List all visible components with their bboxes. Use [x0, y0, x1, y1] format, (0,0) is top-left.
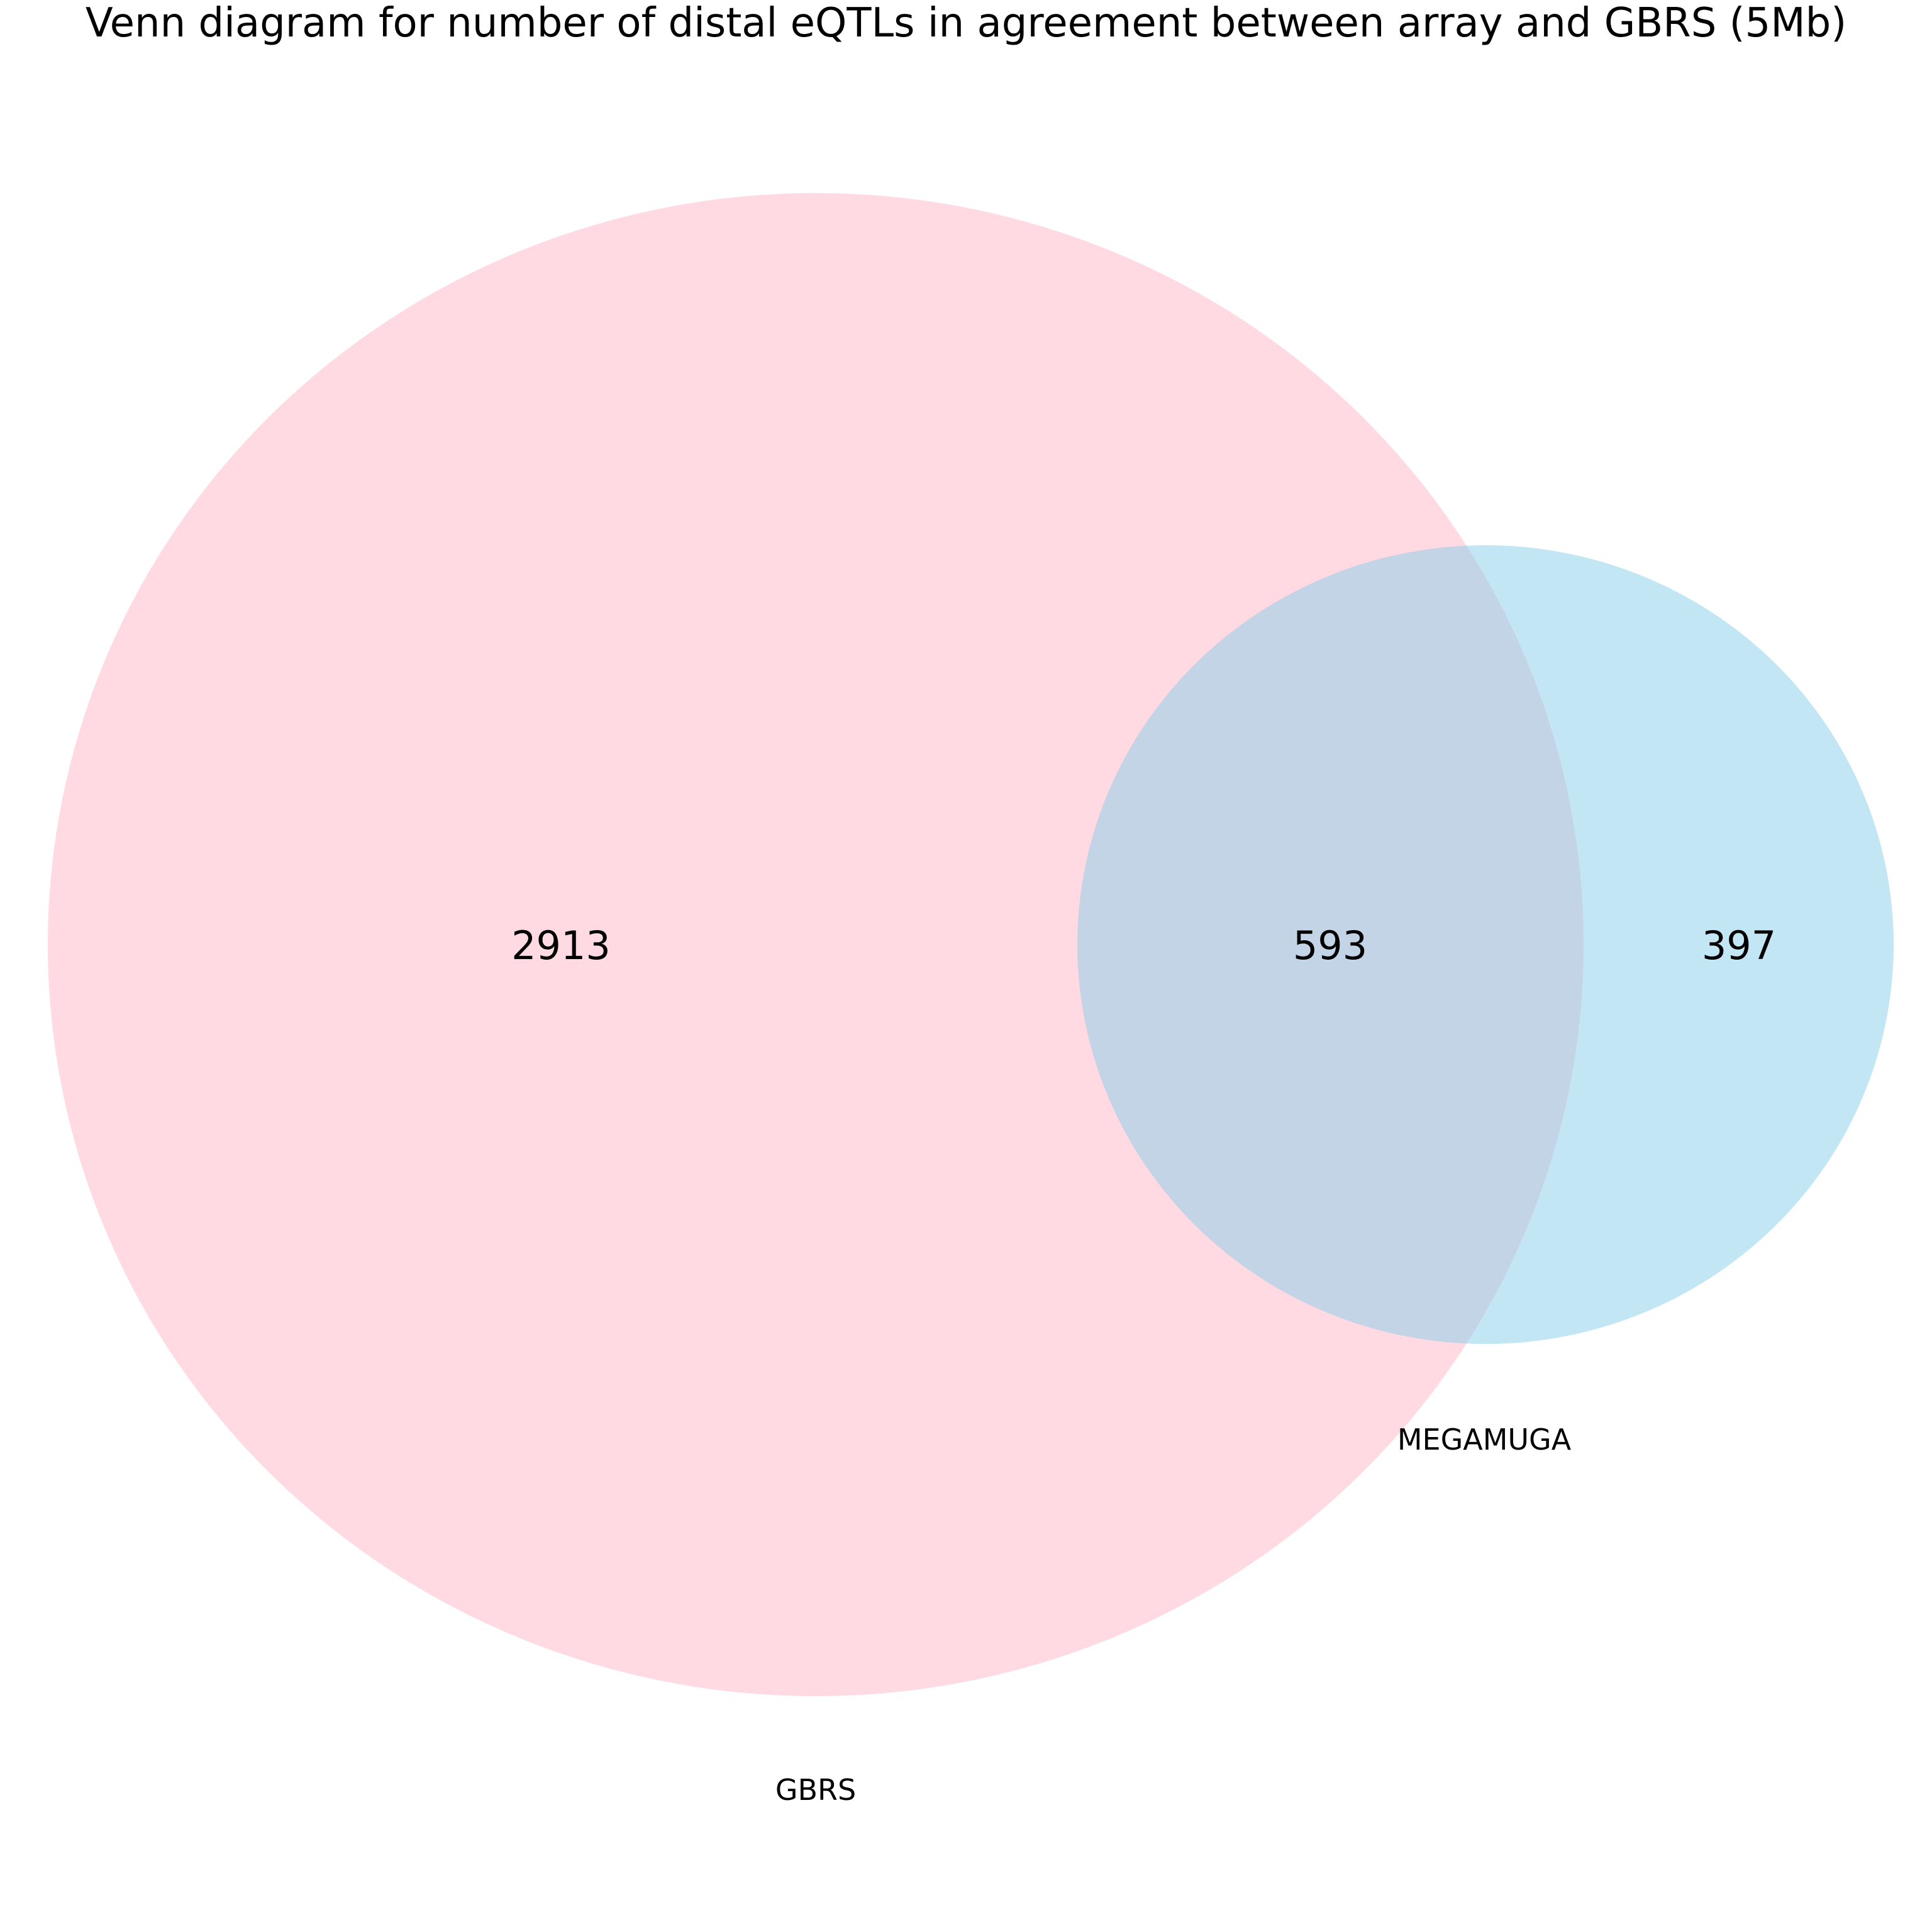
megamuga-only-count: 397	[1702, 923, 1776, 969]
megamuga-label: MEGAMUGA	[1397, 1423, 1572, 1457]
gbrs-circle	[48, 193, 1584, 1696]
intersection-count: 593	[1293, 923, 1367, 969]
megamuga-circle	[1077, 545, 1894, 1344]
gbrs-label: GBRS	[775, 1773, 856, 1807]
gbrs-only-count: 2913	[511, 923, 611, 969]
diagram-title: Venn diagram for number of distal eQTLs …	[86, 0, 1846, 47]
